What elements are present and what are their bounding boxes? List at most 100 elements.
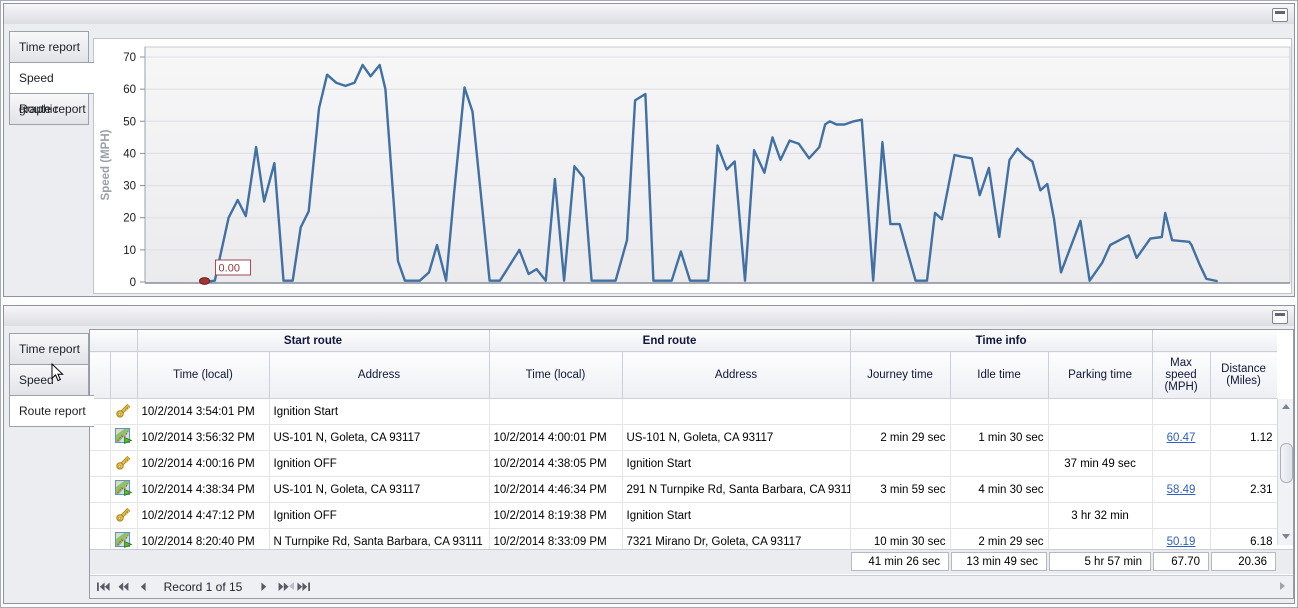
table-row[interactable]: 10/2/2014 8:20:40 PM N Turnpike Rd, Santa… (90, 528, 1277, 549)
y-tick-label: 30 (123, 181, 136, 193)
start-address-cell: US-101 N, Goleta, CA 93117 (269, 476, 490, 503)
start-time-cell: 10/2/2014 8:20:40 PM (137, 528, 270, 549)
start-time-cell: 10/2/2014 4:00:16 PM (137, 450, 270, 477)
event-icon-cell[interactable] (110, 528, 138, 549)
end-time-cell: 10/2/2014 4:38:05 PM (489, 450, 623, 477)
row-indicator (90, 528, 111, 549)
record-navigator: Record 1 of 15 (90, 575, 1293, 598)
group-header-start-route[interactable]: Start route (137, 330, 490, 352)
row-indicator (90, 476, 111, 503)
column-header-distance[interactable]: Distance (Miles) (1210, 351, 1277, 399)
summary-row: 41 min 26 sec 13 min 49 sec 5 hr 57 min … (90, 549, 1293, 574)
idle-time-cell: 2 min 29 sec (950, 528, 1049, 549)
tab-route-report[interactable]: Route report (9, 93, 89, 125)
end-address-cell: 291 N Turnpike Rd, Santa Barbara, CA 931… (622, 476, 851, 503)
start-time-cell: 10/2/2014 4:38:34 PM (137, 476, 270, 503)
column-header-max-speed[interactable]: Max speed (MPH) (1152, 351, 1211, 399)
hscroll-left-icon[interactable] (289, 582, 294, 590)
table-row[interactable]: 10/2/2014 4:38:34 PM US-101 N, Goleta, CA… (90, 476, 1277, 503)
table-row[interactable]: 10/2/2014 3:54:01 PM Ignition Start (90, 398, 1277, 425)
top-panel-body: Time report Speed graphic Route report 0… (4, 24, 1294, 296)
route-map-icon (114, 428, 133, 445)
parking-time-cell (1048, 476, 1153, 503)
vertical-scrollbar[interactable] (1277, 399, 1293, 545)
event-icon-cell[interactable] (110, 424, 138, 451)
summary-max-speed: 67.70 (1153, 552, 1209, 571)
row-indicator (90, 424, 111, 451)
tab-time-report[interactable]: Time report (9, 31, 89, 63)
column-header-journey-time[interactable]: Journey time (850, 351, 951, 399)
nav-first-record-icon[interactable] (93, 579, 113, 596)
column-header-end-address[interactable]: Address (622, 351, 851, 399)
max-speed-cell[interactable]: 60.47 (1152, 424, 1211, 451)
nav-last-record-icon[interactable] (293, 579, 313, 596)
group-header-time-info[interactable]: Time info (850, 330, 1153, 352)
table-row[interactable]: 10/2/2014 4:00:16 PM Ignition OFF 10/2/201… (90, 450, 1277, 477)
parking-time-cell (1048, 398, 1153, 425)
table-row[interactable]: 10/2/2014 3:56:32 PM US-101 N, Goleta, CA… (90, 424, 1277, 451)
route-report-grid: Start route End route Time info Time (lo… (89, 329, 1294, 599)
nav-prev-page-icon[interactable] (113, 579, 133, 596)
route-report-panel: Time report Speed graphic Route report (3, 305, 1295, 604)
parking-time-cell (1048, 528, 1153, 549)
y-tick-label: 50 (123, 116, 136, 128)
scrollbar-thumb[interactable] (1280, 443, 1293, 483)
start-point-marker (199, 277, 211, 285)
collapse-panel-icon[interactable] (1272, 310, 1288, 324)
tab-route-report[interactable]: Route report (9, 395, 94, 427)
column-header-icon (110, 351, 138, 399)
tab-time-report[interactable]: Time report (9, 333, 89, 365)
distance-cell: 1.12 (1210, 424, 1277, 451)
distance-cell: 2.31 (1210, 476, 1277, 503)
hscroll-right-icon[interactable] (1280, 582, 1285, 590)
idle-time-cell: 4 min 30 sec (950, 476, 1049, 503)
nav-next-page-icon[interactable] (273, 579, 293, 596)
column-header-parking-time[interactable]: Parking time (1048, 351, 1153, 399)
distance-cell (1210, 398, 1277, 425)
event-icon-cell[interactable] (110, 398, 138, 425)
column-header-end-time[interactable]: Time (local) (489, 351, 623, 399)
column-header-start-address[interactable]: Address (269, 351, 490, 399)
event-icon-cell[interactable] (110, 476, 138, 503)
annotation-label: 0.00 (219, 263, 240, 275)
group-header-empty (90, 330, 138, 352)
summary-parking-time: 5 hr 57 min (1049, 552, 1151, 571)
group-header-end-route[interactable]: End route (489, 330, 851, 352)
end-time-cell: 10/2/2014 8:33:09 PM (489, 528, 623, 549)
scroll-up-icon[interactable] (1279, 399, 1293, 414)
nav-next-record-icon[interactable] (253, 579, 273, 596)
tab-speed-graphic[interactable]: Speed graphic (9, 364, 89, 418)
table-row[interactable]: 10/2/2014 4:47:12 PM Ignition OFF 10/2/201… (90, 502, 1277, 529)
column-header-start-time[interactable]: Time (local) (137, 351, 270, 399)
column-header-idle-time[interactable]: Idle time (950, 351, 1049, 399)
annotation-box (215, 259, 252, 276)
ignition-key-icon (116, 403, 131, 418)
max-speed-cell[interactable]: 58.49 (1152, 476, 1211, 503)
collapse-panel-icon[interactable] (1272, 8, 1288, 22)
y-tick-label: 40 (123, 148, 136, 160)
ignition-key-icon (116, 507, 131, 522)
y-tick-label: 20 (123, 213, 136, 225)
max-speed-link[interactable]: 50.19 (1166, 535, 1196, 548)
event-icon-cell[interactable] (110, 502, 138, 529)
scroll-down-icon[interactable] (1279, 529, 1293, 544)
journey-time-cell (850, 450, 951, 477)
tab-speed-graphic[interactable]: Speed graphic (9, 62, 94, 116)
start-address-cell: Ignition OFF (269, 450, 490, 477)
max-speed-link[interactable]: 58.49 (1166, 483, 1196, 496)
nav-prev-record-icon[interactable] (133, 579, 153, 596)
route-map-icon (114, 532, 133, 549)
distance-cell: 6.18 (1210, 528, 1277, 549)
parking-time-cell (1048, 424, 1153, 451)
y-tick-label: 0 (130, 277, 136, 289)
event-icon-cell[interactable] (110, 450, 138, 477)
row-indicator (90, 450, 111, 477)
max-speed-cell (1152, 502, 1211, 529)
max-speed-cell[interactable]: 50.19 (1152, 528, 1211, 549)
ignition-key-icon (116, 455, 131, 470)
journey-time-cell (850, 398, 951, 425)
speed-graphic-panel: Time report Speed graphic Route report 0… (3, 3, 1295, 297)
max-speed-link[interactable]: 60.47 (1166, 431, 1196, 444)
y-tick-label: 60 (123, 84, 136, 96)
